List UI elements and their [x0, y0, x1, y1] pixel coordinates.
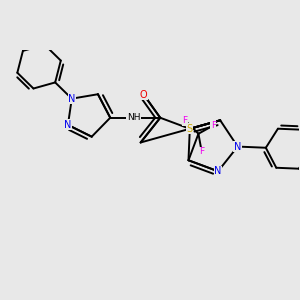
Text: S: S — [187, 124, 193, 134]
Text: F: F — [211, 121, 216, 130]
Text: F: F — [183, 116, 188, 125]
Text: NH: NH — [127, 113, 140, 122]
Text: N: N — [64, 120, 72, 130]
Text: O: O — [140, 89, 148, 100]
Text: N: N — [234, 142, 241, 152]
Text: N: N — [68, 94, 76, 104]
Text: N: N — [214, 166, 222, 176]
Text: F: F — [199, 148, 204, 157]
